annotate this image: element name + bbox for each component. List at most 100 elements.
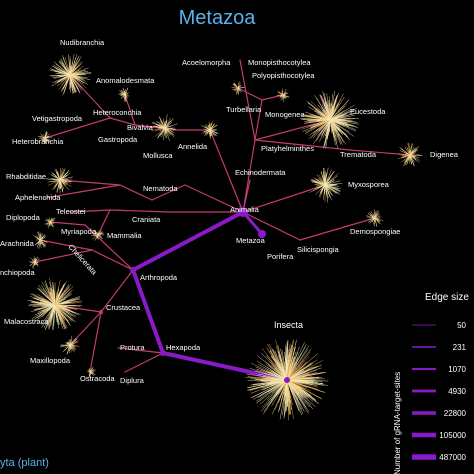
burst-annelida <box>201 121 219 140</box>
burst-rhabditidae <box>46 167 73 194</box>
label-nudibranchia: Nudibranchia <box>60 38 105 47</box>
burst-eucestoda <box>300 90 360 149</box>
tree-edge <box>89 311 102 373</box>
label-mammalia: Mammalia <box>107 231 142 240</box>
tree-edge <box>254 139 351 151</box>
label-craniata: Craniata <box>132 215 161 224</box>
label-diplopoda: Diplopoda <box>6 213 41 222</box>
label-chelicerata: Chelicerata <box>67 242 100 277</box>
edge-arthropoda-hexapoda <box>131 268 165 355</box>
label-polyopisthocotylea: Polyopisthocotylea <box>252 71 315 80</box>
label-eucestoda: Eucestoda <box>350 107 386 116</box>
label-annelida: Annelida <box>178 142 208 151</box>
tree-edge <box>209 129 244 213</box>
label-metazoa-node: Metazoa <box>236 236 266 245</box>
figure-title: Metazoa <box>179 7 257 29</box>
label-myriapoda: Myriapoda <box>61 227 97 236</box>
legend-value: 50 <box>457 321 466 330</box>
tree-edge <box>44 117 111 139</box>
tree-edge <box>124 352 164 373</box>
label-mollusca: Mollusca <box>143 151 173 160</box>
label-crustacea: Crustacea <box>106 303 141 312</box>
label-anomalodesmata: Anomalodesmata <box>96 76 155 85</box>
node-crustacea <box>99 310 103 314</box>
burst-arachnida <box>33 231 48 249</box>
legend-axis-label: Number of gRNA-target-sites <box>393 372 402 474</box>
tree-edges <box>34 59 411 382</box>
label-acoelomorpha: Acoelomorpha <box>182 58 231 67</box>
tree-edge <box>184 184 244 213</box>
legend-value: 487000 <box>439 453 466 462</box>
node-arthropoda <box>130 267 136 273</box>
tree-edge <box>59 179 121 186</box>
tree-edge <box>39 239 93 251</box>
tree-edge <box>49 221 86 226</box>
legend-heading: Edge size <box>425 292 469 303</box>
label-aphelenchida: Aphelenchida <box>15 193 61 202</box>
label-maxillopoda: Maxillopoda <box>30 356 71 365</box>
burst-mollusca <box>151 114 178 142</box>
legend-value: 22800 <box>444 409 467 418</box>
label-silicispongia: Silicispongia <box>297 245 340 254</box>
burst-insecta <box>245 339 329 421</box>
label-hexapoda: Hexapoda <box>166 343 201 352</box>
burst-mammalia <box>91 229 105 241</box>
burst-digenea <box>398 142 423 167</box>
tree-edge <box>91 249 134 271</box>
tree-edge <box>84 224 134 271</box>
burst-malacostraca <box>27 277 82 331</box>
tree-edge <box>69 311 102 346</box>
label-animalia: Animalia <box>230 205 260 214</box>
label-heteroconchia: Heteroconchia <box>93 108 142 117</box>
footer-text: yta (plant) <box>0 457 49 469</box>
tree-edge <box>69 209 111 213</box>
node-insecta <box>284 377 290 383</box>
burst-nudibranchia <box>49 53 92 96</box>
burst-heterobranchia <box>37 131 53 144</box>
label-insecta: Insecta <box>274 320 303 330</box>
node-hexapoda <box>160 350 166 356</box>
tree-edge <box>242 211 301 241</box>
tree-edge <box>239 59 256 141</box>
label-gastropoda: Gastropoda <box>98 135 138 144</box>
legend-value: 4930 <box>448 387 466 396</box>
taxon-bursts <box>27 53 423 421</box>
burst-myxosporea <box>309 167 343 203</box>
label-vetigastropoda: Vetigastropoda <box>32 114 83 123</box>
burst-turbellaria <box>231 81 245 95</box>
tree-edge <box>242 139 256 213</box>
label-echinodermata: Echinodermata <box>235 168 286 177</box>
label-platyhelminthes: Platyhelminthes <box>261 144 314 153</box>
burst-maxillopoda <box>60 336 80 355</box>
edge-animalia-arthropoda <box>131 210 245 272</box>
burst-ostracoda <box>86 367 96 378</box>
label-protura: Protura <box>120 343 145 352</box>
tree-edge <box>34 249 93 263</box>
tree-edge <box>261 94 284 101</box>
tree-edge <box>100 269 134 313</box>
label-teleostei: Teleostei <box>56 207 86 216</box>
label-demospongiae: Demospongiae <box>350 227 400 236</box>
label-trematoda: Trematoda <box>340 150 377 159</box>
legend-value: 231 <box>453 343 467 352</box>
label-heterobranchia: Heterobranchia <box>12 137 64 146</box>
label-myxosporea: Myxosporea <box>348 180 390 189</box>
label-diplura: Diplura <box>120 376 145 385</box>
tree-edge <box>119 184 153 201</box>
label-ostracoda: Ostracoda <box>80 374 115 383</box>
node-animalia <box>238 207 248 217</box>
label-bivalvia: Bivalvia <box>127 123 154 132</box>
burst-diplopoda <box>44 217 56 229</box>
label-malacostraca: Malacostraca <box>4 317 49 326</box>
tree-edge <box>237 87 263 101</box>
label-turbellaria: Turbellaria <box>226 105 262 114</box>
label-monopisthocotylea: Monopisthocotylea <box>248 58 311 67</box>
tree-edge <box>109 117 136 126</box>
label-arachnida: Arachnida <box>0 239 35 248</box>
tree-edge <box>97 209 111 236</box>
label-porifera: Porifera <box>267 252 294 261</box>
label-digenea: Digenea <box>430 150 459 159</box>
burst-demospongiae <box>366 209 384 227</box>
